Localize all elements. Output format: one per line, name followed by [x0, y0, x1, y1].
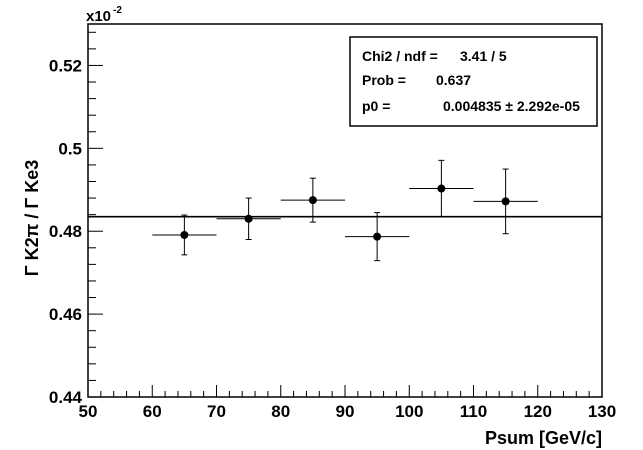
stats-p0-label: p0 = [362, 98, 390, 114]
y-tick-label: 0.46 [49, 305, 82, 324]
data-point [501, 197, 510, 206]
y-tick-label: 0.52 [49, 56, 82, 75]
x-tick-label: 130 [588, 402, 616, 421]
stats-box: Chi2 / ndf = 3.41 / 5 Prob = 0.637 p0 = … [349, 36, 598, 127]
x-tick-label: 100 [395, 402, 423, 421]
x-tick-label: 50 [79, 402, 98, 421]
x-tick-label: 80 [271, 402, 290, 421]
x-axis: 50 60 70 80 90 100 110 120 130 [79, 385, 616, 421]
x-tick-label: 90 [336, 402, 355, 421]
data-point [437, 184, 446, 193]
data-point [373, 232, 382, 241]
x-tick-label: 110 [460, 402, 487, 421]
data-point [180, 230, 189, 239]
stats-chi2-value: 3.41 / 5 [460, 48, 507, 64]
y-tick-label: 0.5 [58, 139, 82, 158]
x-tick-label: 120 [524, 402, 552, 421]
y-exponent-power: -2 [113, 5, 122, 16]
x-tick-label: 60 [143, 402, 162, 421]
y-tick-label: 0.48 [49, 222, 82, 241]
y-axis-title: Γ K2π / Γ Ke3 [22, 160, 42, 276]
stats-p0-value: 0.004835 ± 2.292e-05 [443, 98, 580, 114]
data-point [308, 196, 317, 205]
plot-frame [87, 23, 603, 398]
x-tick-label: 70 [207, 402, 226, 421]
stats-box-frame [349, 36, 598, 127]
stats-chi2-label: Chi2 / ndf = [362, 48, 438, 64]
y-exponent-base: x10 [86, 8, 111, 25]
y-tick-label: 0.44 [49, 388, 83, 407]
data-points [152, 159, 538, 262]
stats-prob-value: 0.637 [436, 72, 471, 88]
x-axis-title: Psum [GeV/c] [485, 428, 602, 448]
stats-prob-label: Prob = [362, 72, 406, 88]
y-axis: 0.44 0.46 0.48 0.5 0.52 [49, 31, 103, 407]
